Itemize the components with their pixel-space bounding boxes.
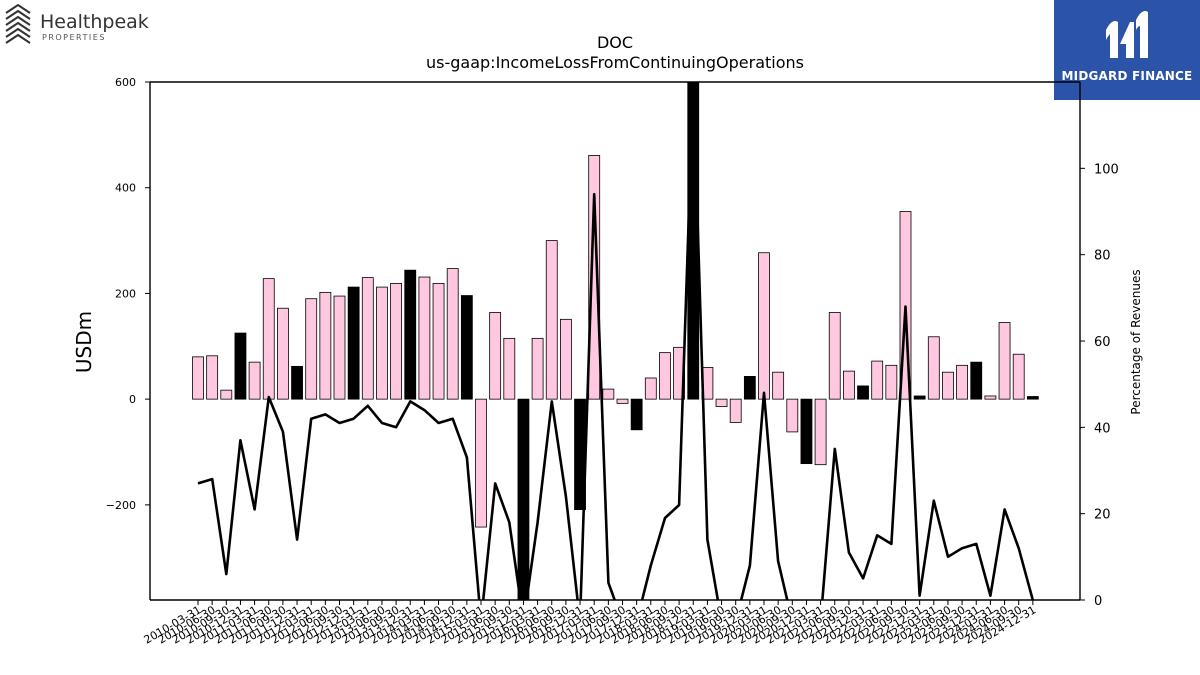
bar — [857, 385, 869, 400]
y2-tick-label: 100 — [1094, 162, 1119, 177]
y-tick-label: 0 — [129, 393, 136, 406]
axes: −20002004006000204060801002010-03-312010… — [106, 76, 1119, 647]
healthpeak-chevron-icon — [5, 3, 31, 44]
bar — [630, 398, 643, 431]
bar — [276, 307, 289, 400]
bar — [956, 364, 968, 400]
bar — [828, 312, 841, 400]
bar — [743, 376, 756, 400]
y-tick-label: 200 — [115, 287, 136, 300]
bar — [616, 398, 629, 404]
bar — [432, 282, 445, 400]
chart-title: DOC — [597, 33, 633, 52]
bar — [984, 395, 997, 400]
bar — [460, 295, 473, 400]
y2-tick-label: 60 — [1094, 335, 1111, 350]
bar — [913, 395, 926, 400]
y-tick-label: 400 — [115, 182, 136, 195]
bar — [885, 364, 898, 400]
bar — [376, 286, 388, 400]
bars — [192, 82, 1039, 600]
line-series — [197, 82, 1035, 600]
y-tick-label: −200 — [106, 499, 136, 512]
bar — [729, 398, 742, 423]
bar — [800, 398, 813, 465]
y2-tick-label: 80 — [1094, 249, 1111, 264]
bar — [758, 252, 770, 400]
bar — [588, 155, 601, 400]
bar — [220, 389, 233, 400]
bar — [418, 276, 431, 400]
bar — [560, 318, 572, 400]
y-axis-label: USDm — [72, 311, 96, 373]
bar — [333, 295, 346, 400]
bar — [446, 268, 459, 400]
midgard-name: MIDGARD FINANCE — [1061, 69, 1193, 83]
bar — [998, 322, 1011, 400]
midgard-mark-icon — [1106, 11, 1148, 58]
chart-subtitle: us-gaap:IncomeLossFromContinuingOperatio… — [426, 53, 804, 72]
y2-tick-label: 0 — [1094, 594, 1102, 609]
bar — [475, 398, 487, 528]
bar — [503, 337, 516, 400]
y2-tick-label: 20 — [1094, 508, 1111, 523]
bar — [786, 398, 799, 433]
bar — [871, 360, 884, 400]
bar — [531, 337, 544, 400]
bar — [970, 361, 983, 400]
bar — [234, 332, 247, 400]
bar — [545, 240, 558, 400]
y-tick-label: 600 — [115, 76, 136, 89]
healthpeak-sub: PROPERTIES — [42, 33, 106, 42]
bar — [942, 371, 954, 400]
bar — [361, 277, 374, 400]
healthpeak-name: Healthpeak — [40, 11, 149, 33]
bar — [192, 356, 204, 400]
bar — [843, 370, 855, 400]
bar — [1012, 353, 1025, 400]
bar — [390, 282, 403, 400]
midgard-finance-logo: MIDGARD FINANCE — [1054, 0, 1200, 100]
bar — [517, 398, 530, 600]
bar — [927, 336, 940, 400]
y2-tick-label: 40 — [1094, 421, 1111, 436]
bar — [291, 365, 303, 400]
bar — [248, 361, 261, 400]
bar — [319, 291, 332, 400]
bar — [772, 371, 785, 400]
percentage-line — [197, 82, 1035, 600]
bar — [644, 377, 657, 400]
healthpeak-logo: Healthpeak PROPERTIES — [4, 3, 174, 48]
bar — [814, 398, 827, 466]
bar — [404, 269, 417, 400]
bar — [262, 278, 275, 400]
bar — [305, 298, 318, 400]
bar — [1026, 396, 1039, 400]
bar — [659, 352, 671, 400]
bar — [206, 355, 219, 400]
bar — [347, 286, 360, 400]
bar — [602, 388, 615, 400]
y2-axis-label: Percentage of Revenues — [1129, 269, 1143, 414]
bar — [489, 312, 502, 400]
bar — [715, 398, 728, 407]
